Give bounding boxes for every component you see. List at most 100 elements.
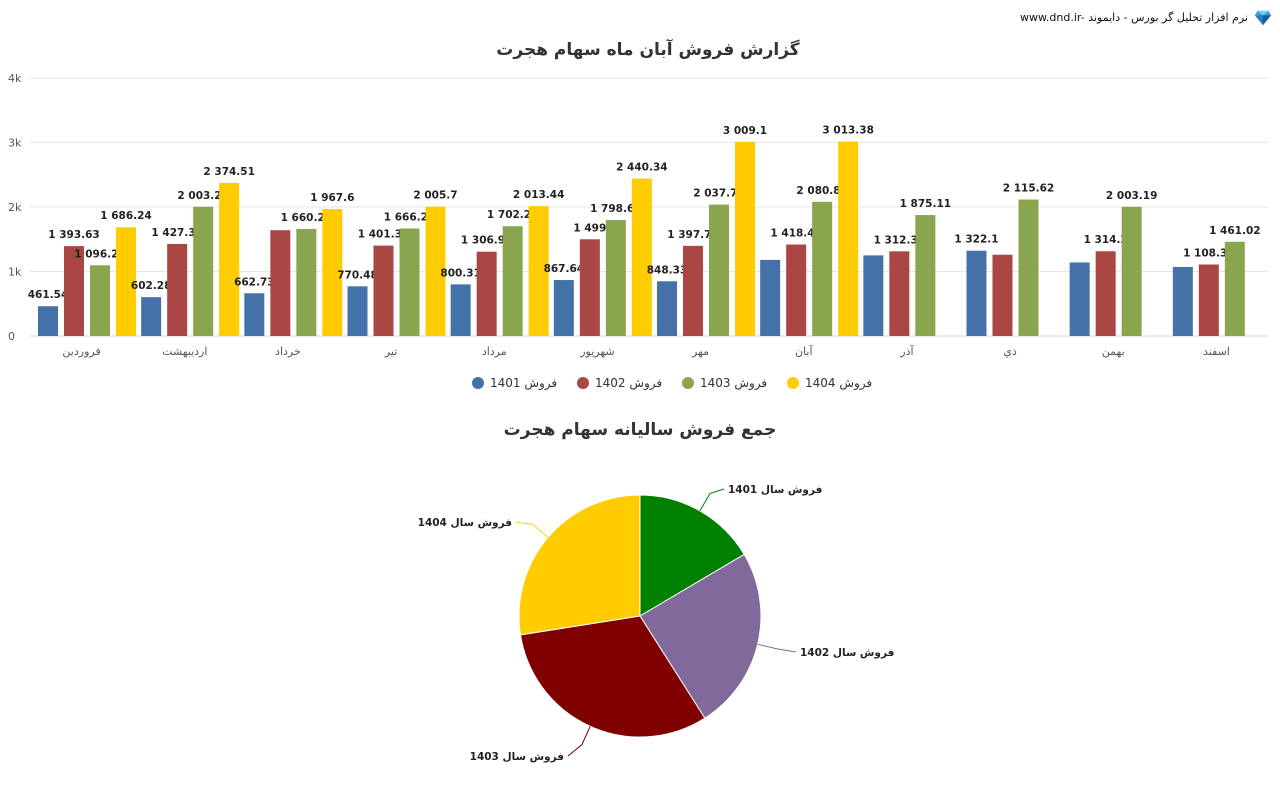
bar [193,206,214,336]
data-label: 1 096.27 [74,248,125,260]
data-label: 1 418.45 [770,228,821,240]
x-category-label: فروردین [62,345,100,358]
data-label: 1 686.24 [100,210,151,222]
x-category-label: شهریور [579,345,614,358]
data-label: 867.64 [544,263,585,275]
x-category-label: اردیبهشت [162,345,207,358]
data-label: 2 374.51 [203,166,254,178]
bar [812,201,833,336]
brand-text: www.dnd.ir- نرم افزار تحلیل گر بورس - دا… [1019,10,1248,24]
bar [1198,264,1219,336]
y-tick-label: 0 [8,330,15,343]
data-label: 1 322.1 [954,234,998,246]
bar [1095,251,1116,336]
bar [476,251,497,336]
bar [167,243,188,336]
data-label: 1 798.63 [590,203,641,215]
diamond-icon [1254,10,1272,26]
data-label: 3 009.1 [723,125,767,137]
bar [322,209,343,336]
data-label: 1 461.02 [1209,225,1260,237]
data-label: 2 037.73 [693,188,744,200]
pie-chart-title: جمع فروش سالیانه سهام هجرت [504,420,777,440]
bar [528,206,549,336]
bar [889,251,910,336]
bar [579,239,600,336]
bar [399,228,420,336]
bar [838,141,859,336]
bar [786,244,807,336]
bar [219,182,240,336]
pie-slice [519,615,706,738]
bar-chart-title: گزارش فروش آبان ماه سهام هجرت [496,38,799,60]
legend-item: فروش 1401 [472,376,557,391]
legend-label: فروش 1404 [805,376,872,391]
bar [90,265,110,336]
x-category-label: اسفند [1203,345,1230,358]
data-label: 1 314.2 [1084,234,1128,246]
bar [631,178,652,336]
data-label: 2 440.34 [616,162,667,174]
data-label: 1 312.39 [874,234,925,246]
data-label: 2 005.7 [413,190,457,202]
x-category-label: بهمن [1102,345,1125,358]
x-category-label: مرداد [482,345,507,358]
legend-marker [787,377,799,389]
bar [64,246,84,336]
bar [270,230,291,336]
pie-slice-label: فروش سال 1403 [470,751,564,763]
data-label: 1 306.95 [461,235,512,247]
x-category-label: آبان [795,344,813,358]
bar [553,280,574,336]
data-label: 800.31 [440,267,481,279]
bar [1121,206,1142,336]
legend-marker [472,377,484,389]
bar [657,281,677,336]
y-tick-label: 2k [8,201,22,214]
brand-header: www.dnd.ir- نرم افزار تحلیل گر بورس - دا… [1020,8,1272,26]
bar [373,245,394,336]
bar [1172,266,1193,336]
data-label: 1 108.39 [1183,248,1234,260]
bar [915,215,936,336]
data-label: 1 875.11 [900,198,951,210]
bar [966,250,987,336]
legend-marker [682,377,694,389]
bar [735,141,755,336]
bar [425,206,446,336]
data-label: 1 967.6 [310,192,354,204]
bar [760,259,781,336]
pie-slice-label: فروش سال 1402 [800,647,894,659]
data-label: 1 702.26 [487,209,538,221]
bar [450,284,471,336]
pie-slice-label: فروش سال 1404 [418,517,512,529]
data-label: 2 080.86 [796,185,847,197]
x-category-label: آذر [899,344,914,358]
data-label: 1 393.63 [48,229,99,241]
bar [502,226,523,336]
x-category-label: خرداد [275,345,301,358]
bar [244,293,265,336]
bar [141,297,162,336]
bar [992,254,1013,336]
pie-connector [757,643,797,653]
pie-slice [518,494,641,636]
bar [116,227,136,336]
pie-connector [567,726,591,757]
data-label: 461.54 [28,289,69,301]
data-label: 1 401.37 [358,229,409,241]
bar [863,255,884,336]
legend-item: فروش 1403 [682,376,767,391]
legend-item: فروش 1404 [787,376,872,391]
bar [1069,262,1090,336]
bar-chart: گزارش فروش آبان ماه سهام هجرت 0 1k 2k 3k 4k 46… [8,38,1268,391]
bar [605,219,626,336]
pie-connector [699,488,725,512]
y-tick-label: 3k [8,137,22,150]
data-label: 2 003.19 [1106,190,1157,202]
bar [296,228,317,336]
data-label: 1 397.76 [667,229,718,241]
pie-slice-label: فروش سال 1401 [728,484,822,496]
x-category-label: دي [1003,345,1017,358]
bar [347,286,368,336]
